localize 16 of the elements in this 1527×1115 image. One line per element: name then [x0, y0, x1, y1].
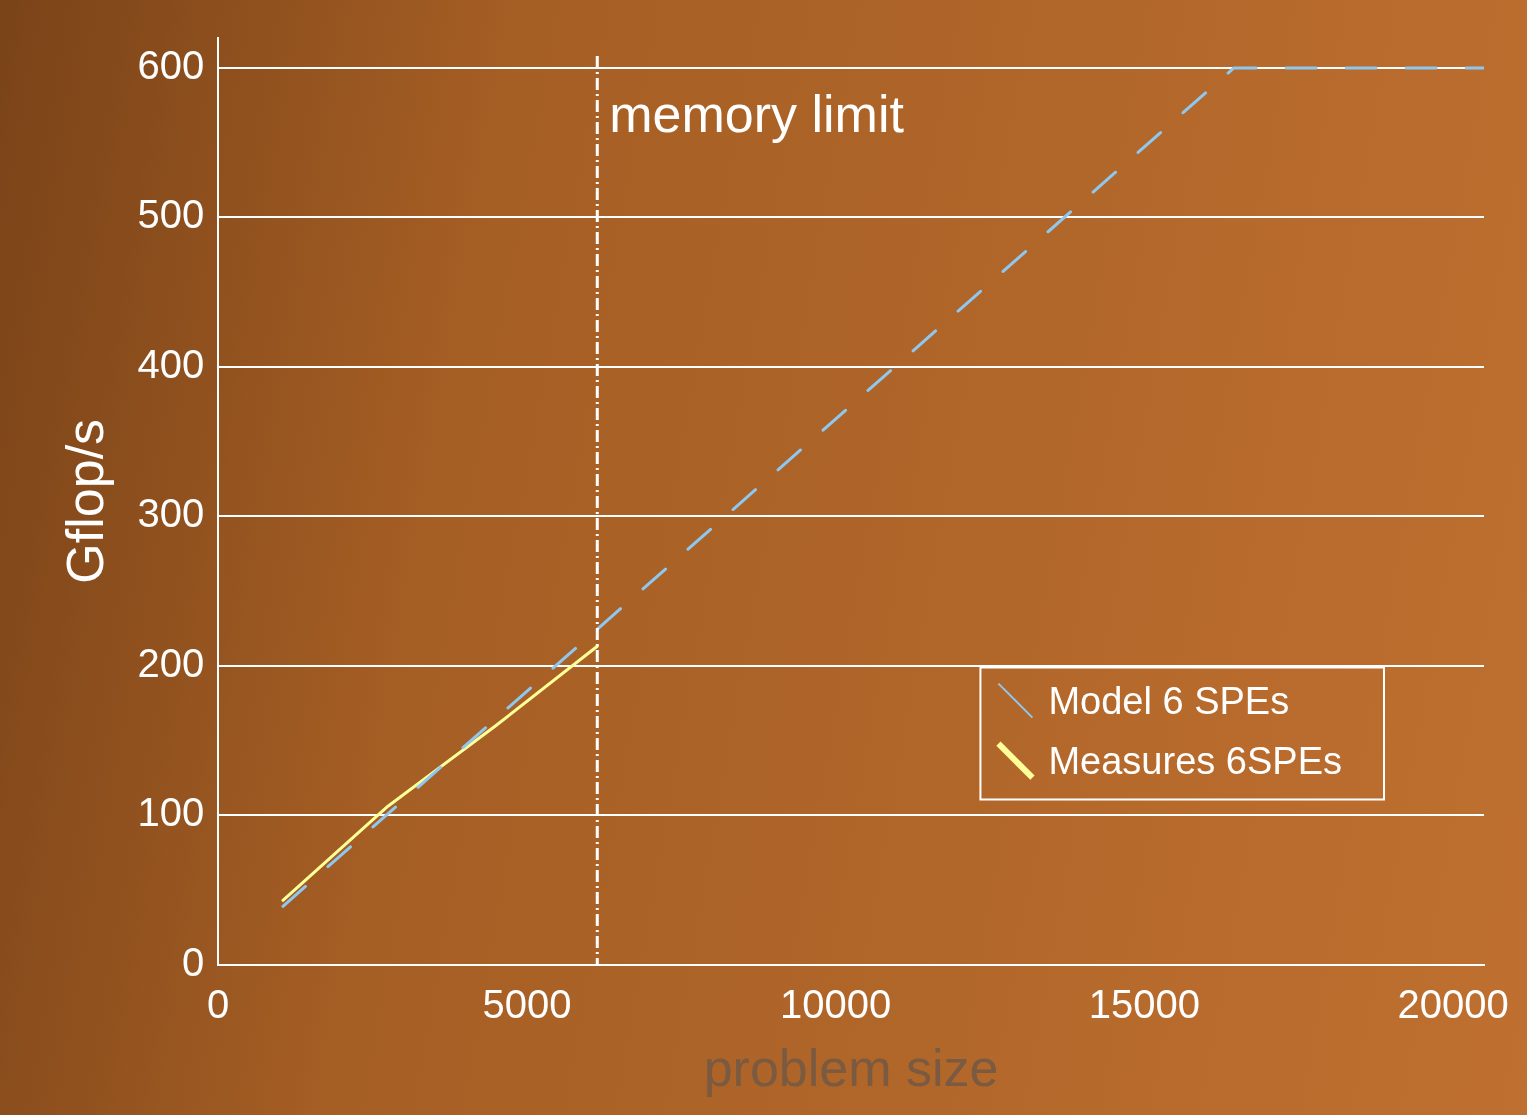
y-tick-label: 500 [137, 192, 205, 237]
x-tick-label: 10000 [780, 981, 892, 1026]
x-tick-label: 5000 [482, 981, 572, 1026]
y-tick-label: 300 [137, 491, 205, 536]
x-tick-label: 15000 [1088, 981, 1200, 1026]
y-axis-title: Gflop/s [55, 418, 114, 584]
y-tick-label: 400 [137, 341, 205, 386]
legend-label: Model 6 SPEs [1048, 680, 1290, 723]
x-axis-title: problem size [703, 1039, 999, 1098]
y-tick-label: 200 [137, 640, 205, 685]
ref-line-label: memory limit [609, 85, 905, 144]
y-tick-label: 100 [137, 790, 205, 835]
y-tick-label: 0 [181, 939, 205, 984]
x-tick-label: 20000 [1397, 981, 1509, 1026]
y-tick-label: 600 [137, 42, 205, 87]
legend-label: Measures 6SPEs [1048, 740, 1343, 783]
